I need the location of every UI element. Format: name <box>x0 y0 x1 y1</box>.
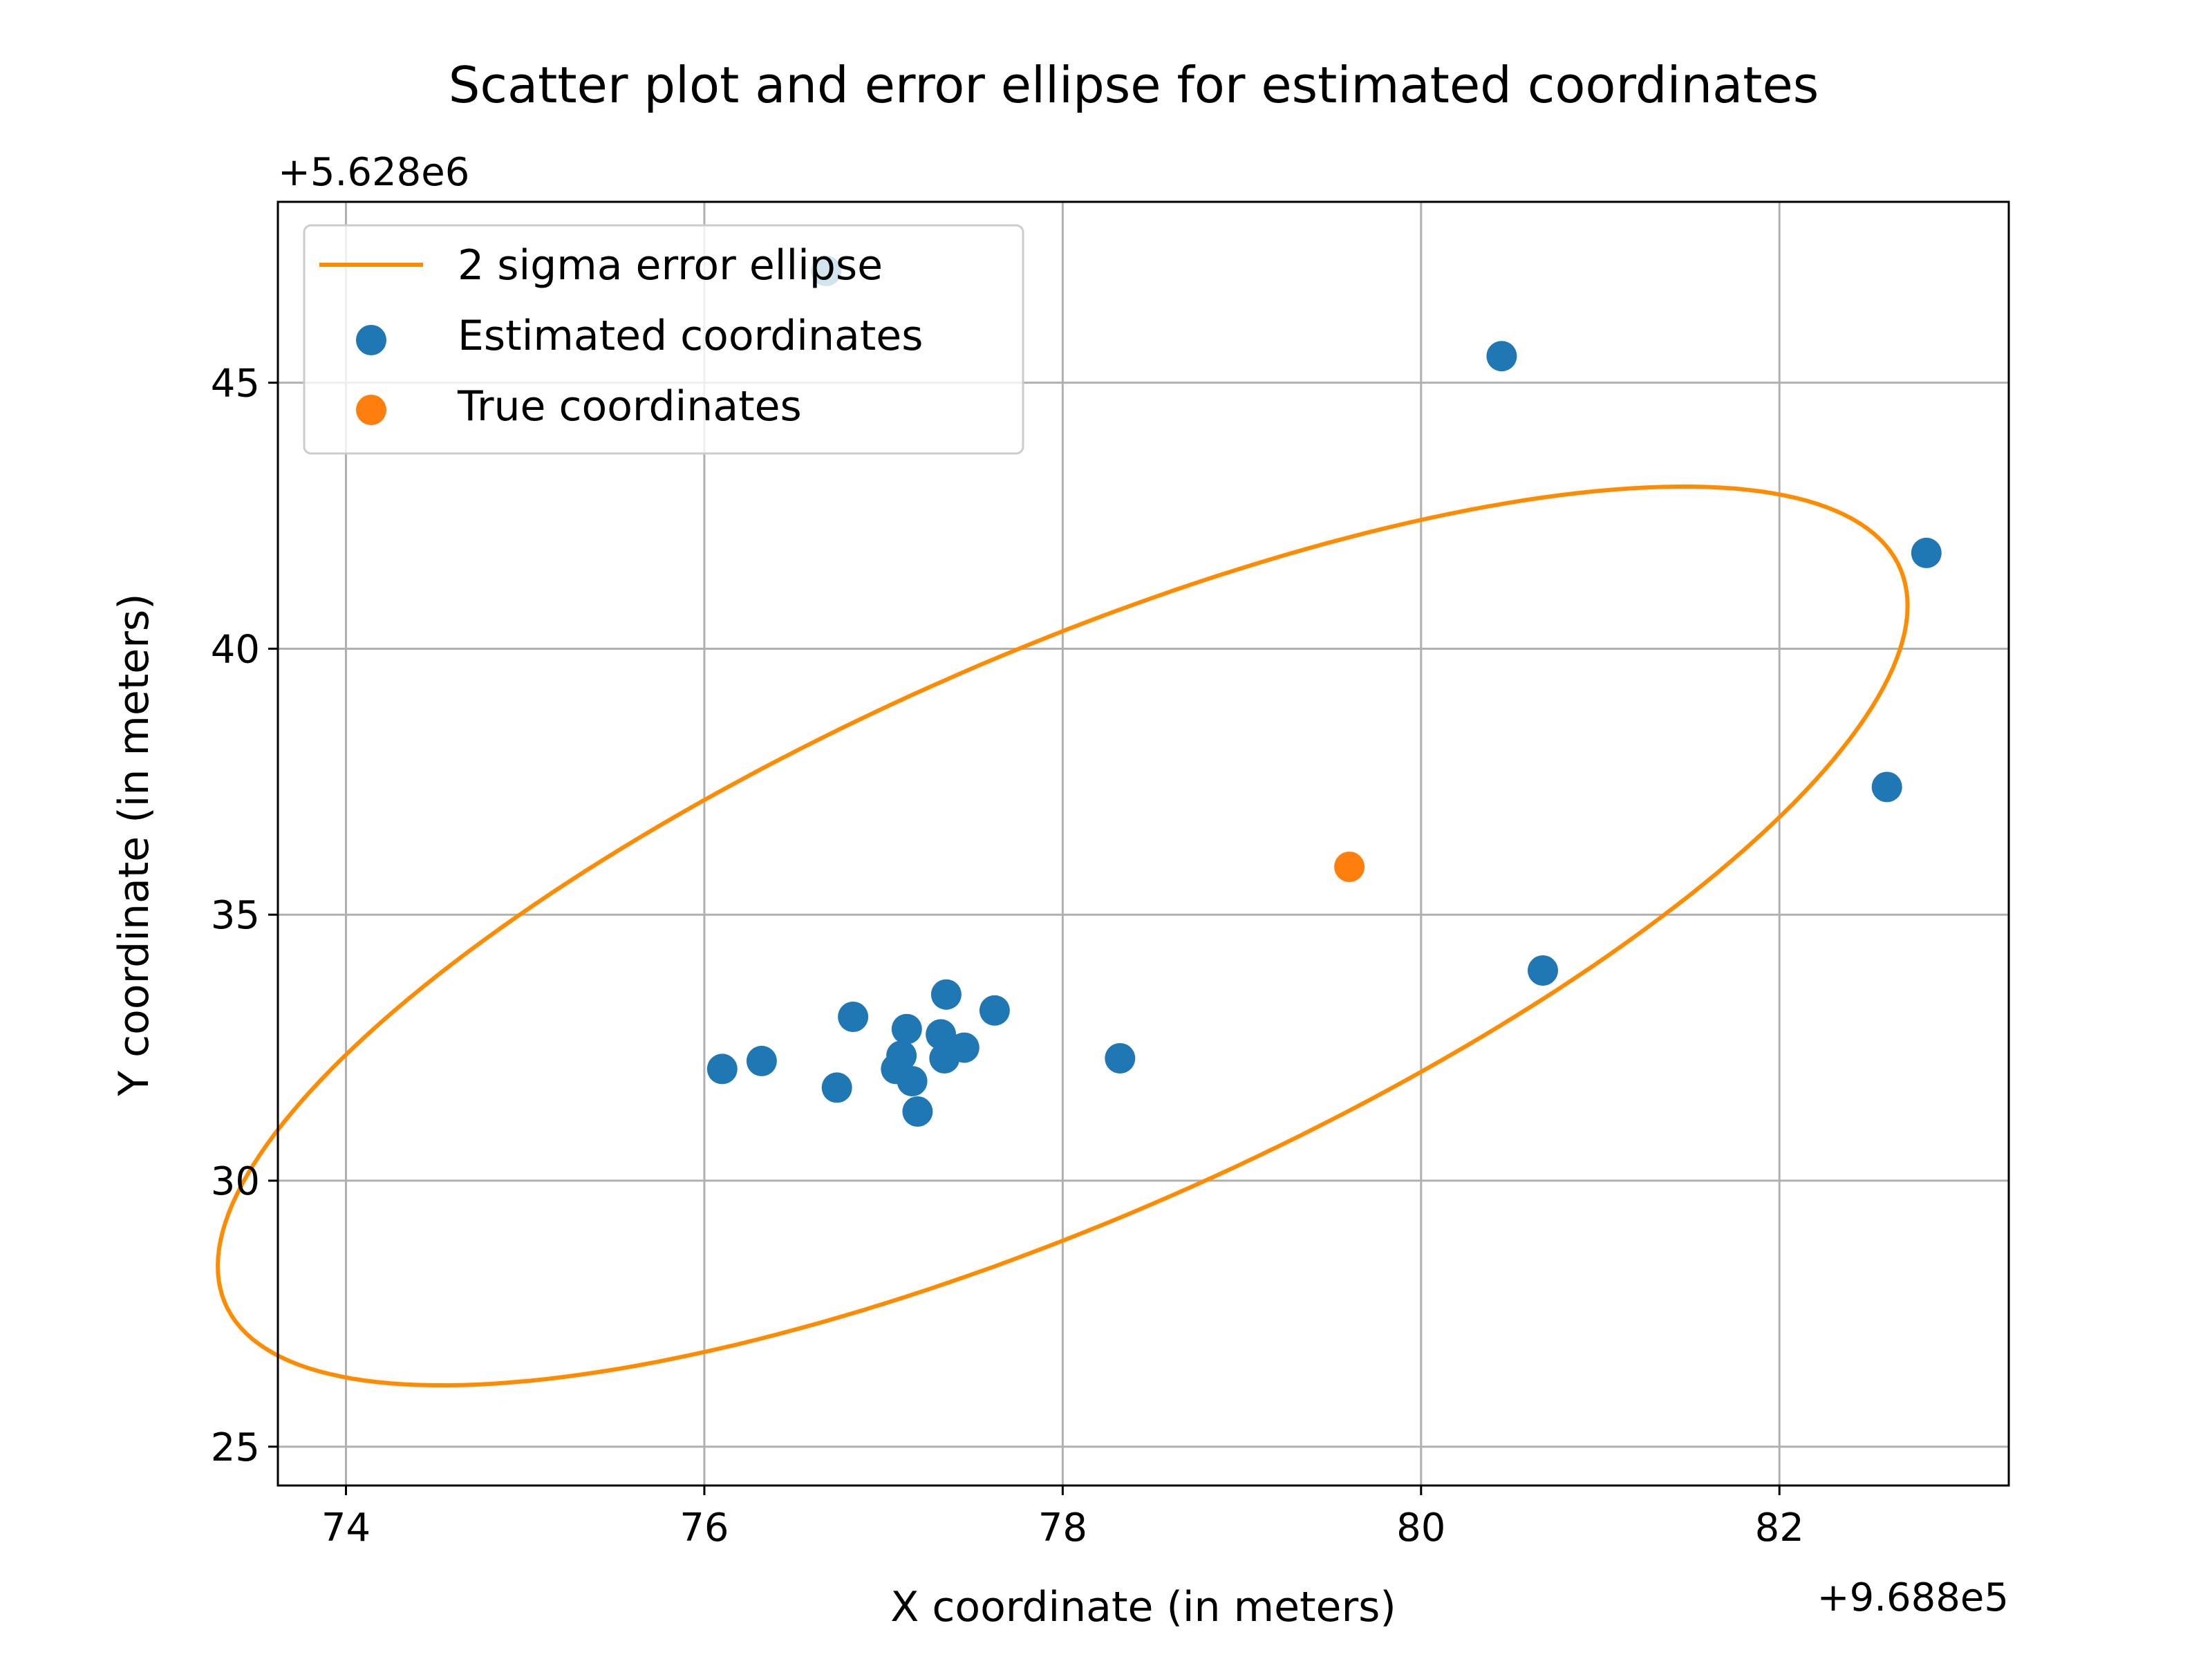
legend: 2 sigma error ellipse Estimated coordina… <box>303 224 1024 455</box>
x-offset-label: +9.688e5 <box>1817 1575 2009 1620</box>
y-tick-label: 35 <box>211 893 260 938</box>
x-tick-label: 74 <box>321 1506 371 1550</box>
legend-box <box>303 224 1024 455</box>
estimated-point <box>897 1066 928 1097</box>
y-tick-label: 25 <box>211 1425 260 1470</box>
estimated-point <box>1105 1043 1136 1074</box>
y-tick-label: 40 <box>211 627 260 672</box>
estimated-point <box>948 1032 980 1063</box>
legend-marker-estimated <box>356 325 386 355</box>
legend-label-ellipse: 2 sigma error ellipse <box>458 241 883 290</box>
x-tick-label: 78 <box>1038 1506 1087 1550</box>
estimated-point <box>838 1002 869 1032</box>
y-tick-label: 30 <box>211 1159 260 1204</box>
estimated-point <box>1871 771 1902 803</box>
estimated-point <box>886 1040 917 1071</box>
y-offset-label: +5.628e6 <box>278 150 469 195</box>
estimated-point <box>706 1053 738 1085</box>
x-tick-label: 80 <box>1396 1506 1445 1550</box>
plot-frame <box>276 200 2010 1487</box>
estimated-point <box>891 1013 922 1044</box>
x-tick-label: 82 <box>1755 1506 1804 1550</box>
estimated-point <box>1911 537 1942 568</box>
estimated-point <box>926 1019 957 1050</box>
estimated-point <box>930 979 962 1010</box>
estimated-point <box>746 1045 777 1076</box>
grid-lines <box>278 202 2009 1485</box>
legend-label-estimated: Estimated coordinates <box>458 312 923 360</box>
estimated-point <box>902 1096 933 1127</box>
legend-marker-true <box>356 395 386 425</box>
legend-label-true: True coordinates <box>457 382 802 431</box>
true-point <box>1334 852 1365 882</box>
error-ellipse <box>216 485 1910 1388</box>
estimated-point <box>979 995 1010 1026</box>
estimated-point <box>1528 955 1558 986</box>
estimated-point <box>1486 341 1517 372</box>
x-axis-label: X coordinate (in meters) <box>890 1583 1396 1631</box>
chart-title: Scatter plot and error ellipse for estim… <box>449 56 1819 114</box>
axis-ticks: 74 76 78 80 82 25 30 35 40 45 <box>211 362 1804 1550</box>
y-tick-label: 45 <box>211 362 260 406</box>
ellipse-layer <box>216 485 1910 1388</box>
estimated-point <box>821 1072 852 1103</box>
x-tick-label: 76 <box>679 1506 729 1550</box>
y-axis-label: Y coordinate (in meters) <box>110 593 158 1096</box>
